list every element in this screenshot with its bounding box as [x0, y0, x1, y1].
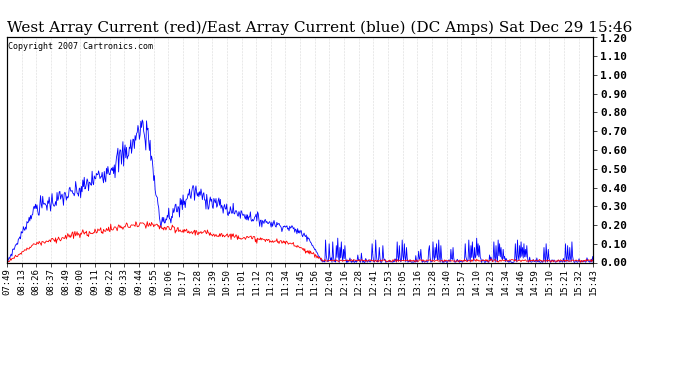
Text: Copyright 2007 Cartronics.com: Copyright 2007 Cartronics.com: [8, 42, 153, 51]
Text: West Array Current (red)/East Array Current (blue) (DC Amps) Sat Dec 29 15:46: West Array Current (red)/East Array Curr…: [7, 21, 632, 35]
